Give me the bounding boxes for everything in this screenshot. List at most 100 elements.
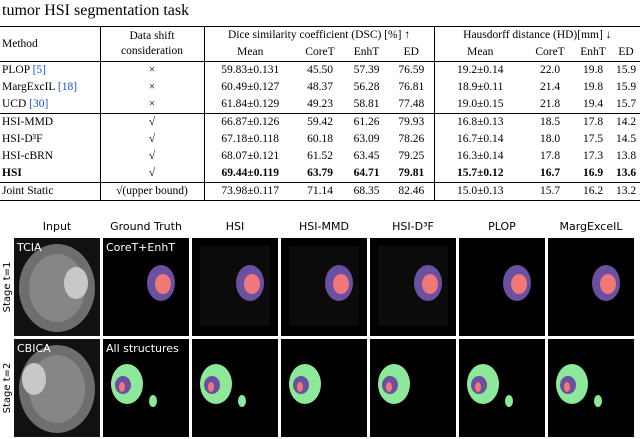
cell: 77.48 bbox=[389, 96, 435, 114]
cell: 78.26 bbox=[389, 131, 435, 148]
seg-core bbox=[119, 382, 125, 392]
cell: 17.3 bbox=[582, 150, 604, 162]
image-bg bbox=[459, 238, 545, 336]
cell: 19.4 bbox=[582, 98, 604, 110]
cell: 49.23 bbox=[307, 98, 333, 110]
cell: 76.81 bbox=[389, 79, 435, 96]
shift: √ bbox=[100, 113, 205, 131]
cell: 14.5 bbox=[615, 133, 637, 145]
cell: 21.8 bbox=[539, 98, 561, 110]
column-label: Ground Truth bbox=[110, 220, 182, 233]
stage-label: Stage t=1 bbox=[2, 262, 13, 313]
cell: 15.9 bbox=[615, 81, 637, 93]
column-label: HSI-D³F bbox=[392, 220, 434, 233]
cell: 63.45 bbox=[353, 150, 380, 162]
sub-header: Mean bbox=[467, 46, 494, 58]
cell: 17.5 bbox=[582, 133, 604, 145]
citation: [5] bbox=[32, 64, 46, 76]
cell: 16.7±0.14 bbox=[456, 133, 504, 145]
cell: 63.79 bbox=[307, 167, 333, 179]
cell: 19.8 bbox=[582, 81, 604, 93]
cell: 73.98±0.117 bbox=[221, 185, 280, 197]
row: HSI √ 69.44±0.119 63.79 64.71 79.81 15.7±0.12 1… bbox=[0, 165, 640, 183]
seg-core bbox=[333, 274, 349, 294]
dataset-label: TCIA bbox=[16, 241, 42, 254]
cell: 15.7±0.12 bbox=[456, 167, 504, 179]
method: HSI-MMD bbox=[2, 116, 54, 128]
seg-edema-small bbox=[505, 395, 513, 407]
cell: 13.6 bbox=[615, 167, 637, 179]
row: PLOP [5] × 59.83±0.131 45.50 57.39 76.59 19.2±… bbox=[0, 61, 640, 79]
cell: 15.9 bbox=[615, 64, 637, 76]
cell: 14.2 bbox=[615, 116, 637, 128]
method-cell: HSI bbox=[0, 165, 101, 183]
shift: √ bbox=[100, 165, 205, 183]
cell: 76.59 bbox=[389, 61, 435, 79]
cell: 13.2 bbox=[615, 185, 637, 197]
method: UCD bbox=[2, 98, 27, 110]
cell: 60.49±0.127 bbox=[221, 81, 280, 93]
seg-edema-small bbox=[594, 395, 602, 407]
method-cell: HSI-MMD bbox=[0, 113, 101, 131]
image-bg bbox=[103, 238, 189, 336]
shift: × bbox=[100, 96, 205, 114]
cell: 57.39 bbox=[353, 64, 380, 76]
seg-core bbox=[564, 382, 570, 392]
shift: × bbox=[100, 79, 205, 96]
citation: [18] bbox=[57, 81, 78, 93]
cell: 67.18±0.118 bbox=[221, 133, 280, 145]
row: HSI-cBRN √ 68.07±0.121 61.52 63.45 79.25 16.3±… bbox=[0, 148, 640, 165]
cell: 16.9 bbox=[582, 167, 604, 179]
title: tumor HSI segmentation task bbox=[2, 2, 190, 19]
sub-header: ED bbox=[389, 44, 435, 62]
cell: 71.14 bbox=[307, 185, 333, 197]
results-table: Method Data shift consideration Dice simil… bbox=[0, 26, 640, 201]
stage-label: Stage t=2 bbox=[2, 363, 13, 414]
cell: 61.84±0.129 bbox=[221, 98, 280, 110]
seg-core bbox=[600, 274, 616, 294]
cell: 21.4 bbox=[539, 81, 561, 93]
cell: 13.8 bbox=[615, 150, 637, 162]
shift: × bbox=[100, 61, 205, 79]
cell: 16.3±0.14 bbox=[456, 150, 504, 162]
seg-core bbox=[386, 382, 392, 392]
shift: √ bbox=[100, 131, 205, 148]
method: Joint Static bbox=[2, 185, 54, 197]
method: HSI bbox=[2, 167, 22, 179]
method-cell: MargExcIL [18] bbox=[0, 79, 101, 96]
gt-label: CoreT+EnhT bbox=[106, 241, 175, 254]
column-label: HSI bbox=[226, 220, 245, 233]
cell: 19.2±0.14 bbox=[456, 64, 504, 76]
shift: √ bbox=[100, 148, 205, 165]
method-cell: Joint Static bbox=[0, 182, 101, 201]
cell: 59.42 bbox=[307, 116, 333, 128]
cell: 79.25 bbox=[389, 148, 435, 165]
seg-core bbox=[208, 382, 214, 392]
dataset-label: CBICA bbox=[17, 342, 51, 355]
method: HSI-cBRN bbox=[2, 150, 54, 162]
column-label: PLOP bbox=[488, 220, 516, 233]
method: HSI-D³F bbox=[2, 133, 43, 145]
seg-core bbox=[422, 274, 438, 294]
cell: 15.7 bbox=[539, 185, 561, 197]
cell: 68.07±0.121 bbox=[221, 150, 280, 162]
shift: √(upper bound) bbox=[100, 182, 205, 201]
row: HSI-MMD √ 66.87±0.126 59.42 61.26 79.93 16.8±0… bbox=[0, 113, 640, 131]
group-header: Dice similarity coefficient (DSC) [%] ↑ bbox=[204, 26, 435, 44]
column-label: HSI-MMD bbox=[299, 220, 349, 233]
figure: Input Ground Truth HSI HSI-MMD HSI-D³F PLOP Ma… bbox=[2, 220, 634, 437]
sub-header: ED bbox=[618, 46, 634, 58]
cell: 64.71 bbox=[353, 167, 380, 179]
seg-core bbox=[511, 274, 527, 294]
cell: 66.87±0.126 bbox=[221, 116, 280, 128]
sub-header: Mean bbox=[237, 46, 264, 58]
citation: [30] bbox=[29, 98, 49, 110]
cell: 69.44±0.119 bbox=[221, 167, 279, 179]
sub-header: CoreT bbox=[305, 46, 335, 58]
method: PLOP bbox=[2, 64, 30, 76]
cell: 82.46 bbox=[389, 182, 435, 201]
method-cell: HSI-cBRN bbox=[0, 148, 101, 165]
cell: 56.28 bbox=[353, 81, 380, 93]
cell: 15.0±0.13 bbox=[456, 185, 504, 197]
